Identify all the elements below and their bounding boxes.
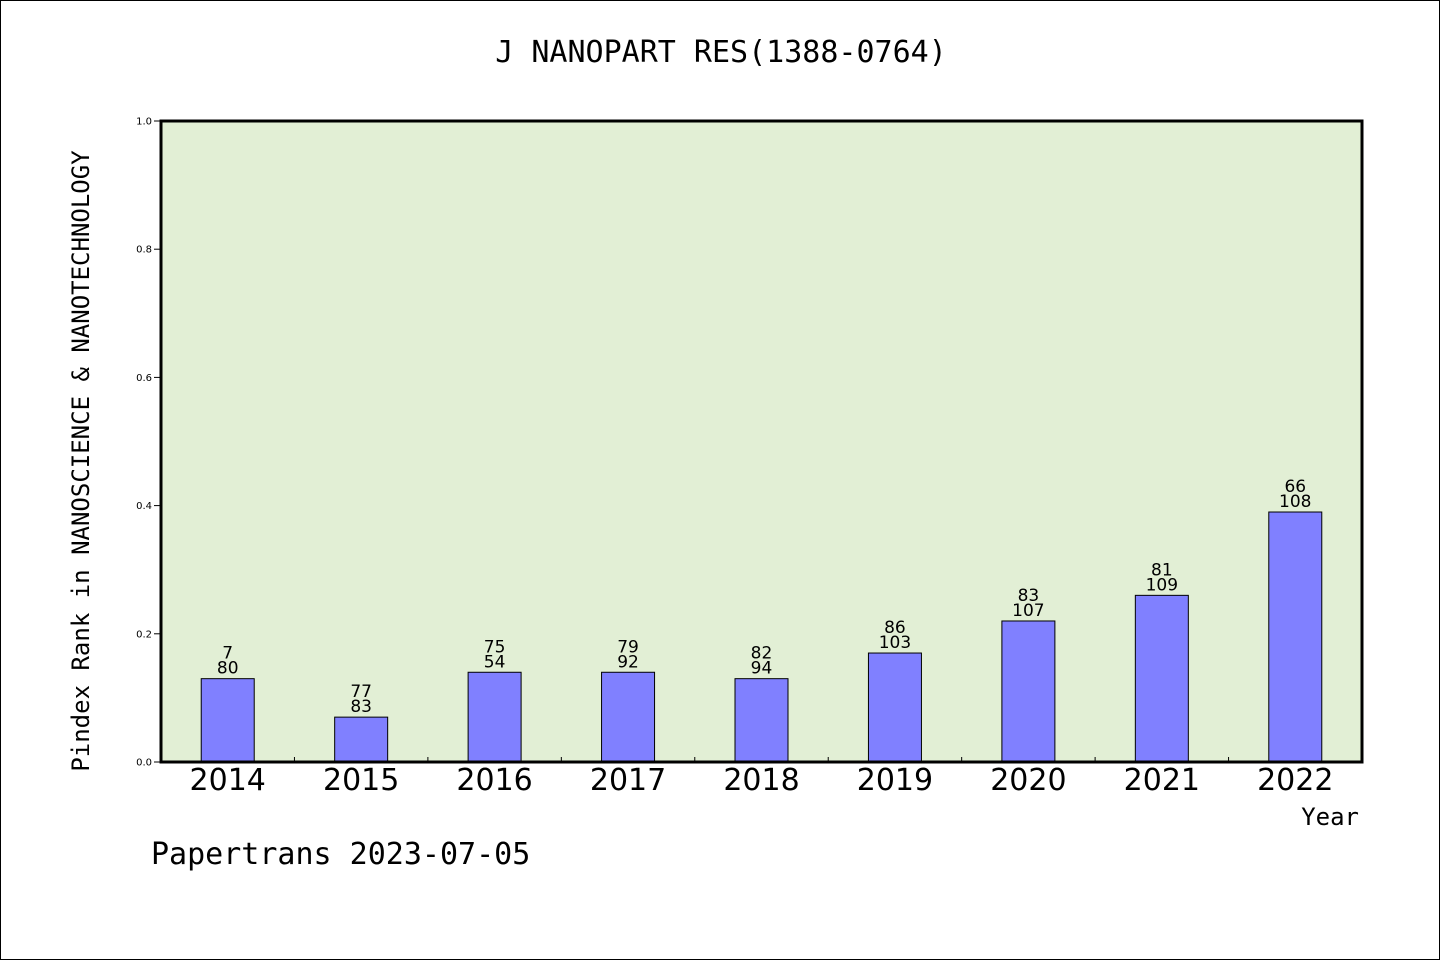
bar-label-top: 82 (751, 644, 773, 664)
y-tick-label: 0.6 (136, 373, 152, 384)
bar-label-bottom: 94 (751, 659, 773, 679)
bar-label-top: 81 (1151, 560, 1173, 580)
x-tick-label: 2021 (1124, 763, 1200, 798)
bar-label-bottom: 103 (879, 633, 911, 653)
bar-label-bottom: 83 (350, 697, 372, 717)
bar-label-top: 66 (1284, 477, 1306, 497)
x-tick-label: 2017 (590, 763, 666, 798)
bar-label-top: 83 (1018, 586, 1040, 606)
y-tick-label: 0.0 (136, 758, 152, 769)
plot-border (159, 119, 1364, 764)
bar-label-bottom: 109 (1146, 575, 1178, 595)
x-tick-label: 2014 (190, 763, 266, 798)
y-tick-label: 0.2 (136, 629, 152, 640)
x-tick-label: 2020 (990, 763, 1066, 798)
bar-label-top: 7 (222, 644, 233, 664)
x-tick-label: 2019 (857, 763, 933, 798)
x-tick-label: 2022 (1257, 763, 1333, 798)
bar (601, 671, 656, 763)
bar (467, 671, 522, 763)
y-tick-label: 0.8 (136, 245, 152, 256)
bar-label-top: 79 (617, 637, 639, 657)
bar (1268, 511, 1323, 763)
y-tick-label: 0.4 (136, 501, 152, 512)
footer-credit: Papertrans 2023-07-05 (151, 837, 531, 872)
x-tick-label: 2016 (456, 763, 532, 798)
bar-label-top: 77 (350, 682, 372, 702)
x-tick-label: 2018 (723, 763, 799, 798)
bar (200, 678, 255, 763)
bar-label-bottom: 80 (217, 659, 239, 679)
y-tick-label: 1.0 (136, 117, 152, 128)
bar-label-bottom: 107 (1012, 601, 1044, 621)
bar-label-bottom: 54 (484, 652, 506, 672)
x-axis-label: Year (1301, 803, 1359, 831)
bar-label-top: 86 (884, 618, 906, 638)
bar (1134, 594, 1189, 763)
x-tick-label: 2015 (323, 763, 399, 798)
chart-title: J NANOPART RES(1388-0764) (495, 35, 947, 70)
bar-label-top: 75 (484, 637, 506, 657)
bar (734, 678, 789, 763)
bar-label-bottom: 92 (617, 652, 639, 672)
bar-label-bottom: 108 (1279, 492, 1311, 512)
bar (867, 652, 922, 763)
bar (334, 716, 389, 763)
bar (1001, 620, 1056, 763)
